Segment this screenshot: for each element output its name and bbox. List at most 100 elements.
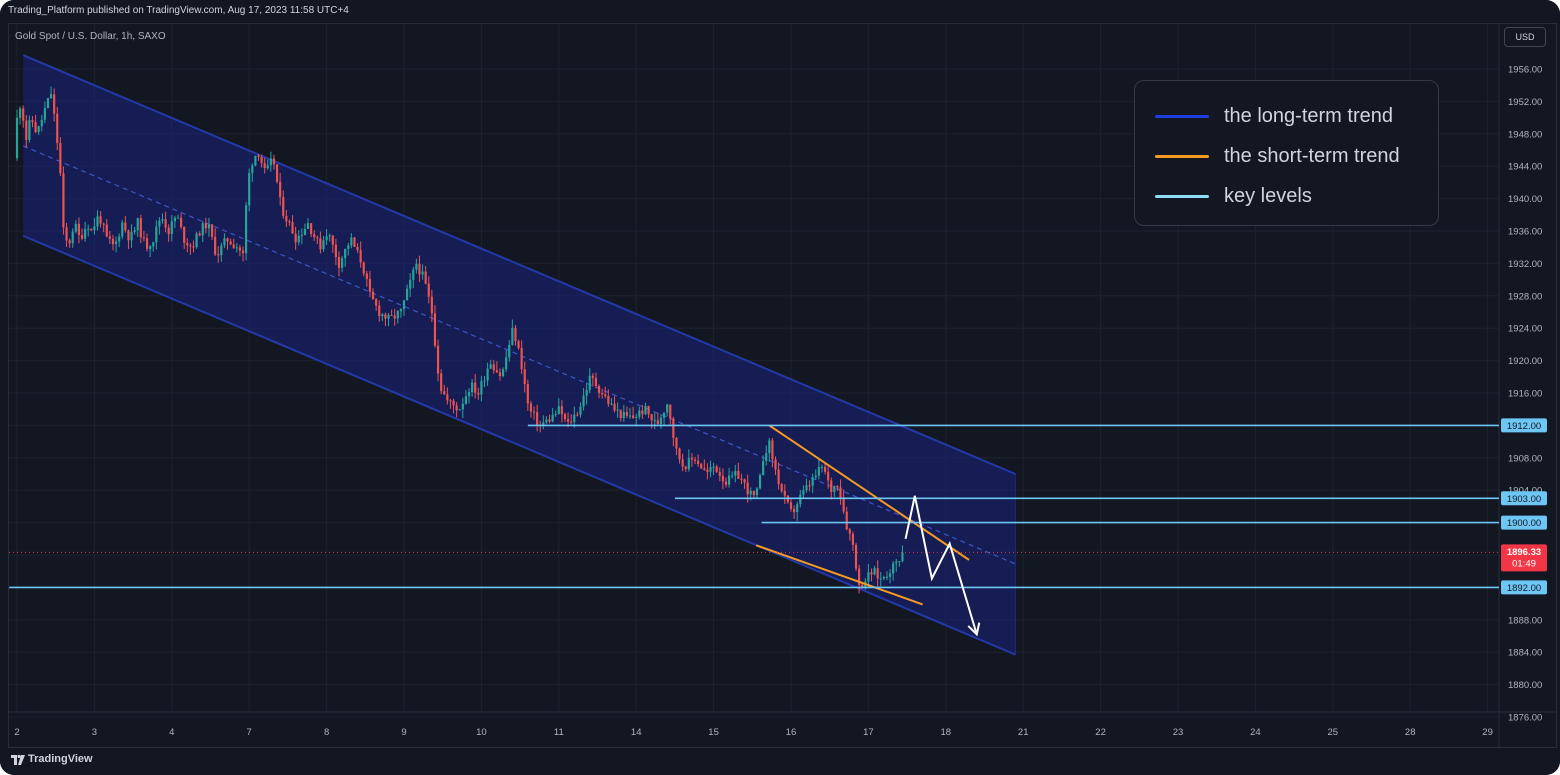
published-info: Trading_Platform published on TradingVie… [8,5,349,16]
candle-body [817,467,820,476]
candle-body [87,228,90,230]
candle-body [65,227,68,241]
candle-body [808,485,811,487]
candle-body [833,485,836,492]
candle-body [514,327,517,342]
candle-body [180,217,183,227]
candle-body [74,223,77,232]
candle-body [133,230,136,232]
candle-body [152,242,155,247]
candle-body [647,405,650,415]
time-tick-label: 2 [14,727,19,738]
candle-body [430,296,433,314]
candle-body [793,509,796,513]
candle-body [452,400,455,406]
candle-body [272,158,276,165]
symbol-label[interactable]: Gold Spot / U.S. Dollar, 1h, SAXO [15,31,166,42]
candle-body [771,440,774,460]
candle-body [455,405,458,411]
candle-body [418,263,421,275]
candle-body [291,222,294,234]
candle-body [378,305,381,317]
candle-body [517,341,520,349]
time-tick-label: 24 [1250,727,1261,738]
candle-body [563,414,567,420]
tradingview-logo-icon[interactable] [10,753,26,767]
candle-body [684,466,687,470]
key-level-tag-label: 1912.00 [1507,421,1541,432]
price-axis[interactable]: 1956.00 1952.00 1948.00 1944.00 1940.00 1936.… [1508,65,1542,724]
price-tick-label: 1944.00 [1508,162,1542,173]
candle-body [232,244,235,248]
candle-body [56,113,59,144]
candle-body [396,311,399,319]
candle-body [121,222,124,237]
candle-body [703,468,706,470]
candle-body [331,235,334,245]
candle-body [743,479,746,483]
candle-body [625,412,628,416]
candle-body [365,273,368,280]
candle-body [842,497,845,512]
tradingview-brand[interactable]: TradingView [28,753,93,765]
candle-body [706,469,709,472]
candle-body [167,227,170,235]
candle-body [80,235,84,239]
candle-body [483,380,486,382]
price-tick-label: 1952.00 [1508,97,1542,108]
long-term-channel [22,54,1016,656]
candle-body [294,233,297,243]
candle-body [399,308,402,312]
time-axis[interactable]: 2 3 4 7 8 9 10 11 14 15 16 17 18 21 22 23 24 25 28 29 [14,727,1493,738]
candle-body [529,403,533,412]
candle-body [31,120,34,123]
candle-body [390,315,393,317]
candle-body [189,245,192,247]
candle-body [511,327,514,345]
candle-body [269,158,272,166]
candle-body [170,221,173,235]
candle-body [746,482,749,495]
time-tick-label: 4 [169,727,174,738]
candle-body [340,258,344,268]
candle-body [848,529,851,534]
price-tick-label: 1888.00 [1508,615,1542,626]
currency-button[interactable]: USD [1504,27,1546,47]
candle-body [601,392,604,395]
candle-body [467,392,471,397]
candle-body [43,108,46,120]
candle-body [830,480,833,492]
candle-body [71,231,74,244]
candle-body [839,487,842,498]
candle-body [876,568,879,579]
candle-body [867,572,870,582]
candle-body [359,250,362,263]
candle-body [693,459,697,461]
channel-fill [23,55,1016,655]
candle-body [548,419,551,422]
candle-body [130,231,133,241]
time-tick-label: 17 [863,727,874,738]
projection-path [904,495,978,635]
candle-body [238,247,241,251]
candle-body [582,395,585,407]
candle-body [464,396,468,404]
price-tick-label: 1932.00 [1508,259,1542,270]
candle-body [861,584,864,588]
candle-body [99,216,102,224]
candle-body [350,237,353,246]
time-tick-label: 22 [1095,727,1106,738]
candle-body [248,173,251,206]
candle-body [393,315,396,319]
candle-body [632,415,635,419]
candle-body [412,269,415,280]
candle-body [873,568,876,575]
candle-body [458,409,461,411]
candle-body [34,122,37,133]
candle-body [384,314,387,319]
candle-body [560,406,563,415]
candle-body [628,415,632,417]
candle-body [570,421,573,423]
candle-body [796,504,799,513]
